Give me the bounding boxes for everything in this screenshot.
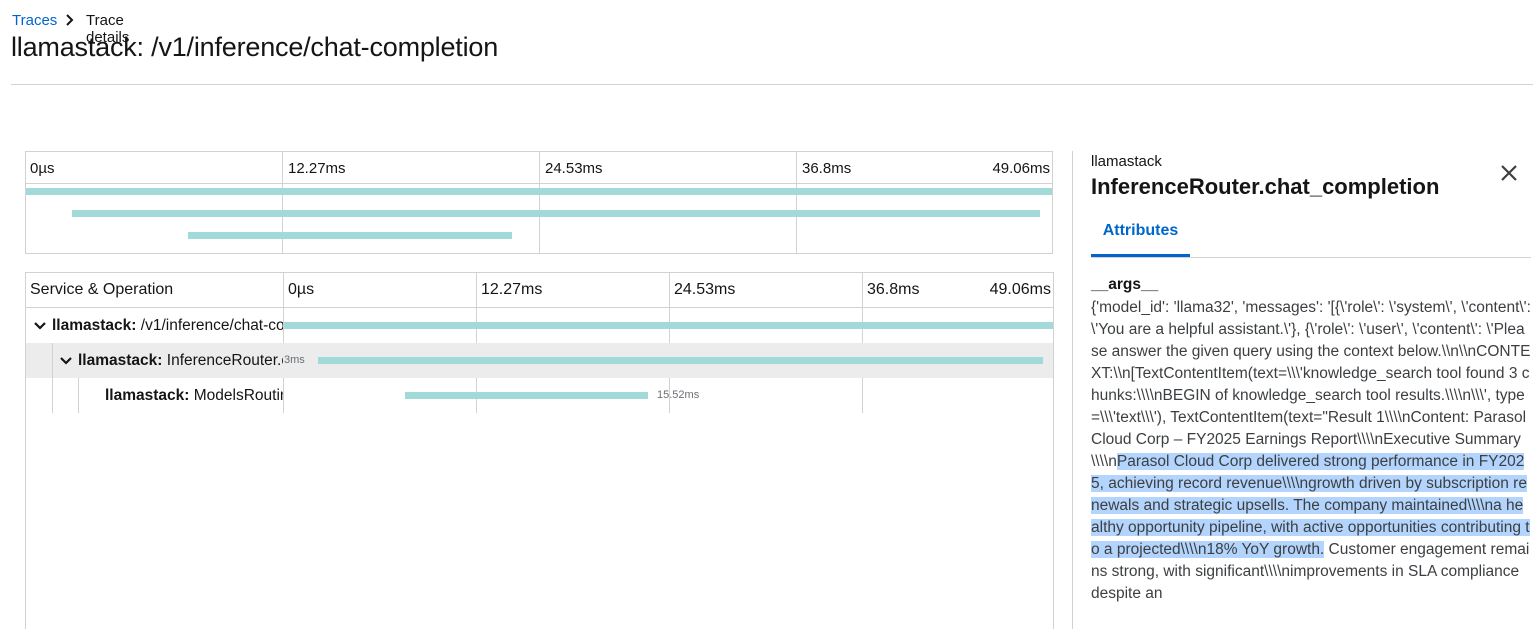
tree-indent-guide bbox=[78, 378, 79, 413]
tab-divider bbox=[1091, 257, 1531, 258]
timeline-tick-label: 24.53ms bbox=[674, 281, 736, 298]
minimap-header-divider bbox=[26, 183, 1052, 184]
attribute-key: __args__ bbox=[1091, 276, 1159, 293]
tree-indent-guide bbox=[52, 343, 53, 378]
span-label: llamastack: /v1/inference/chat-completio… bbox=[52, 317, 283, 335]
attribute-value-text: {'model_id': 'llama32', 'messages': '[{\… bbox=[1091, 299, 1531, 470]
detail-operation-name: InferenceRouter.chat_completion bbox=[1091, 174, 1440, 199]
panel-divider[interactable] bbox=[1072, 151, 1073, 629]
timeline-tick-label: 0µs bbox=[288, 281, 315, 298]
chevron-right-icon bbox=[66, 14, 74, 26]
minimap-span-bar bbox=[188, 232, 512, 239]
tree-indent-guide bbox=[52, 378, 53, 413]
span-service: llamastack: bbox=[78, 352, 163, 369]
minimap-gridline bbox=[796, 152, 797, 253]
span-duration-label: 3ms bbox=[284, 354, 305, 366]
breadcrumb-traces-link[interactable]: Traces bbox=[12, 12, 58, 29]
chevron-down-icon[interactable] bbox=[33, 319, 47, 333]
span-bar[interactable] bbox=[284, 322, 1053, 329]
detail-service-name: llamastack bbox=[1091, 153, 1162, 170]
table-header-divider bbox=[26, 307, 1053, 308]
span-bar[interactable] bbox=[318, 357, 1043, 364]
span-label: llamastack: InferenceRouter.chat_complet… bbox=[78, 352, 283, 370]
span-bar[interactable] bbox=[405, 392, 648, 399]
minimap-span-bar bbox=[72, 210, 1040, 217]
span-row[interactable]: llamastack: ModelsRoutingTable.get_model… bbox=[26, 378, 1053, 413]
span-service: llamastack: bbox=[105, 387, 190, 404]
minimap-span-bar bbox=[26, 188, 1052, 195]
minimap-tick-label: 0µs bbox=[30, 160, 55, 177]
chevron-down-icon[interactable] bbox=[59, 354, 73, 368]
attribute-value-text: Customer engagement remains strong, with… bbox=[1091, 541, 1530, 602]
timeline-tick-label: 36.8ms bbox=[867, 281, 920, 298]
timeline-tick-label: 12.27ms bbox=[481, 281, 543, 298]
title-divider bbox=[11, 84, 1533, 85]
trace-minimap[interactable]: 0µs 12.27ms 24.53ms 36.8ms 49.06ms bbox=[25, 151, 1053, 254]
active-tab-indicator bbox=[1091, 254, 1190, 257]
span-duration-label: 15.52ms bbox=[657, 389, 700, 401]
tab-attributes[interactable]: Attributes bbox=[1102, 222, 1179, 239]
span-row-selected[interactable]: llamastack: InferenceRouter.chat_complet… bbox=[26, 343, 1053, 378]
span-operation: ModelsRoutingTable.get_model bbox=[193, 387, 283, 404]
timeline-tick-label: 49.06ms bbox=[989, 281, 1051, 298]
minimap-tick-label: 24.53ms bbox=[545, 160, 603, 177]
span-label: llamastack: ModelsRoutingTable.get_model bbox=[105, 387, 283, 405]
span-operation: InferenceRouter.chat_completion bbox=[166, 352, 283, 369]
span-service: llamastack: bbox=[52, 317, 137, 334]
span-row[interactable]: llamastack: /v1/inference/chat-completio… bbox=[26, 308, 1053, 343]
minimap-tick-label: 49.06ms bbox=[992, 160, 1050, 177]
minimap-gridline bbox=[282, 152, 283, 253]
minimap-gridline bbox=[539, 152, 540, 253]
minimap-tick-label: 36.8ms bbox=[802, 160, 852, 177]
attribute-value[interactable]: {'model_id': 'llama32', 'messages': '[{\… bbox=[1091, 297, 1531, 605]
minimap-tick-label: 12.27ms bbox=[288, 160, 346, 177]
close-icon[interactable] bbox=[1499, 163, 1519, 183]
service-operation-header: Service & Operation bbox=[30, 281, 174, 298]
span-tree-table: Service & Operation 0µs 12.27ms 24.53ms … bbox=[25, 272, 1054, 629]
page-title: llamastack: /v1/inference/chat-completio… bbox=[11, 32, 499, 62]
breadcrumb-current: Trace details bbox=[86, 12, 130, 46]
span-operation: /v1/inference/chat-completion bbox=[140, 317, 283, 334]
